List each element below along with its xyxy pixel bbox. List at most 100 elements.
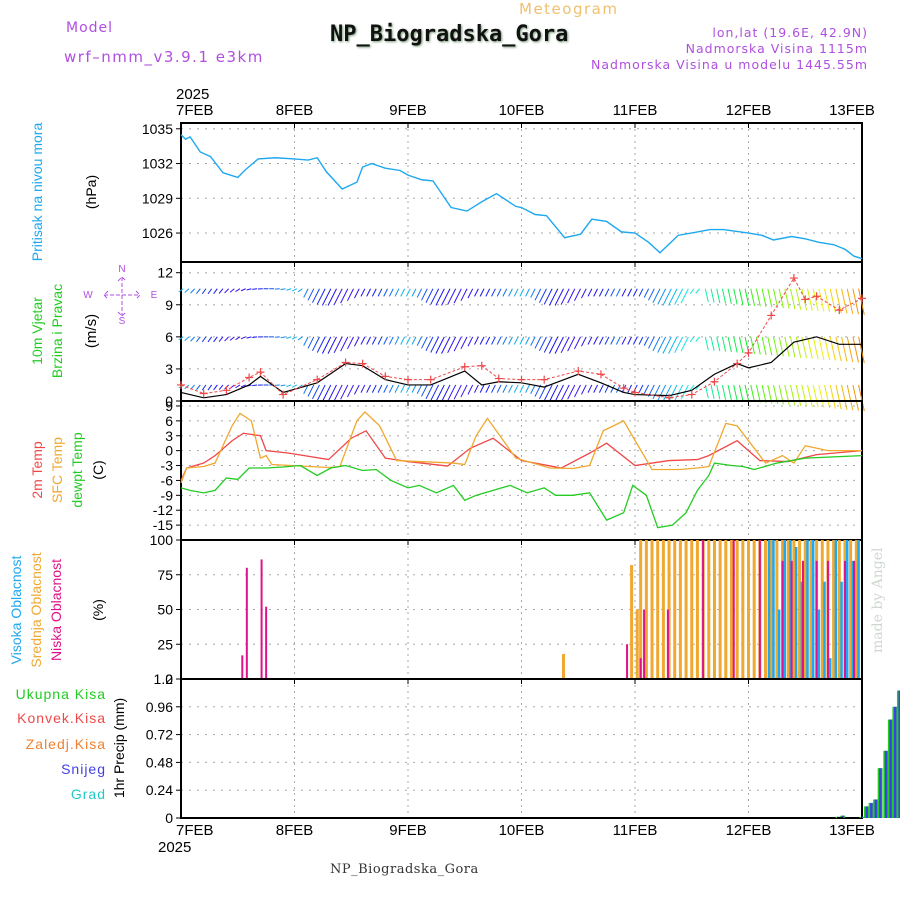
wind-barb: [795, 288, 802, 310]
wind-barb: [411, 336, 417, 345]
wind-barb: [513, 336, 519, 345]
cloud-bar: [783, 540, 787, 679]
meteogram-subtitle: Meteogram: [519, 0, 619, 18]
wind-barb: [280, 336, 286, 339]
lonlat-label: lon,lat (19.6E, 42.9N): [712, 25, 868, 40]
wind-barb: [704, 336, 709, 351]
wind-barb: [316, 384, 326, 401]
wind-barb: [587, 384, 593, 393]
wind-barb: [716, 336, 721, 352]
wind-gust-marker: [710, 377, 719, 386]
wind-barb: [689, 336, 695, 343]
cloud-bar: [790, 560, 793, 679]
wind-barb: [543, 288, 553, 305]
wind-barb: [496, 336, 502, 345]
wind-barb: [388, 336, 394, 345]
cloud-bar: [837, 540, 841, 679]
wind-barb: [307, 288, 315, 301]
wind-barb: [727, 288, 732, 305]
wind-barb: [519, 288, 525, 297]
wind-barb: [812, 336, 819, 360]
compass-cross-icon: [103, 276, 141, 317]
wind-barb: [201, 336, 207, 343]
wind-barb: [366, 288, 371, 297]
wind-barb: [496, 384, 502, 393]
wind-barb: [727, 384, 732, 401]
wind-barb: [235, 336, 241, 341]
wind-barb: [502, 384, 508, 393]
wind-barb: [710, 336, 715, 351]
wind-barb: [538, 288, 547, 303]
wind-barb: [695, 288, 701, 294]
wind-barb: [818, 336, 825, 360]
wind-barb: [467, 336, 474, 347]
wind-barb: [807, 384, 813, 407]
y-tick-label: 1029: [142, 190, 173, 206]
top-time-axis: 7FEB 8FEB 9FEB 10FEB 11FEB 12FEB 13FEB 2025: [176, 86, 875, 119]
wind-barb: [207, 336, 213, 343]
wind-barb: [548, 336, 559, 354]
wind-barb: [303, 336, 309, 346]
y-tick-label: 0.72: [146, 727, 173, 743]
cloud-bar: [851, 560, 855, 679]
wind-barb: [405, 384, 411, 393]
temp-2m-title: 2m Temp: [29, 441, 45, 499]
wind-barb: [790, 336, 796, 358]
wind-barb: [761, 336, 767, 355]
wind-barb: [502, 336, 508, 345]
compass-south: S: [119, 316, 126, 327]
panel-frame: [180, 122, 863, 263]
wind-barb: [610, 336, 616, 345]
cloud-bar: [666, 609, 669, 679]
wind-barb: [674, 336, 684, 354]
cloud-bar: [650, 540, 654, 679]
wind-gust-marker: [767, 311, 776, 320]
wind-barb: [573, 384, 581, 398]
wind-barb: [366, 384, 371, 393]
cloud-bar: [265, 606, 268, 679]
y-tick-label: 75: [157, 567, 173, 583]
wind-barb: [333, 336, 343, 354]
precip-legend-item: Konvek.Kisa: [17, 710, 106, 726]
wind-barb: [573, 288, 581, 302]
cloud-bar: [729, 540, 733, 679]
wind-barb: [530, 336, 536, 346]
wind-barb: [598, 384, 604, 393]
y-tick-label: 0: [165, 810, 173, 826]
precip-snow-bar: [874, 799, 878, 818]
cloud-bar: [826, 560, 829, 679]
cloud-bar: [834, 540, 838, 679]
y-tick-label: 9: [165, 398, 173, 414]
wind-gust-marker: [812, 292, 821, 301]
cloud-bar: [794, 546, 798, 679]
wind-barb: [311, 384, 320, 400]
wind-barb: [297, 336, 303, 341]
wind-barb: [818, 288, 825, 312]
wind-barb: [327, 384, 337, 402]
cloud-mid-title: Srednja Oblacnost: [28, 552, 44, 667]
cloud-bar: [626, 644, 629, 679]
wind-barb: [307, 384, 315, 397]
wind-barb: [733, 384, 738, 401]
wind-barb: [652, 336, 661, 352]
wind-barb: [755, 336, 761, 355]
cloud-bar: [857, 540, 860, 679]
cloud-high-title: Visoka Oblacnost: [8, 556, 24, 665]
wind-barb: [812, 384, 819, 408]
cloud-bar: [241, 655, 244, 679]
wind-gust-marker: [426, 375, 435, 384]
cloud-bar: [843, 560, 846, 679]
wind-barb: [818, 384, 825, 408]
wind-barb: [190, 336, 195, 342]
wind-barb: [835, 384, 842, 410]
wind-barb: [383, 336, 389, 345]
wind-gust-marker: [789, 274, 798, 283]
wind-barb: [674, 288, 684, 305]
top-axis-label: 12FEB: [726, 102, 772, 119]
cloud-bar: [712, 540, 716, 679]
wind-gust-marker: [596, 370, 605, 379]
cloud-bar: [561, 653, 565, 679]
panel-p: 1026 1029 1032 1035: [142, 121, 863, 263]
wind-barb: [496, 288, 502, 297]
